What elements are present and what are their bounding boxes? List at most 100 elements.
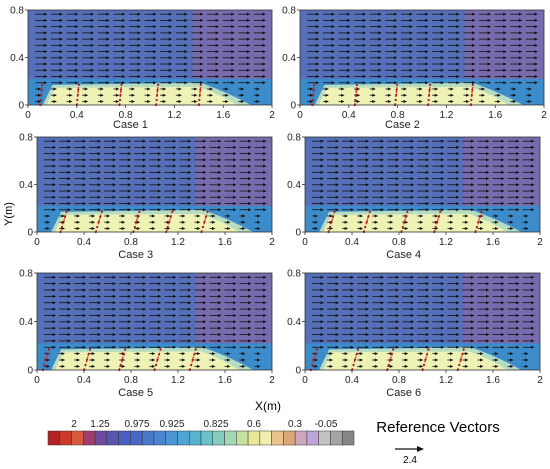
- velocity-vector-head: [362, 37, 367, 41]
- velocity-vector-head: [501, 345, 505, 349]
- velocity-vector-head: [395, 139, 400, 143]
- velocity-vector-head: [97, 333, 102, 337]
- velocity-vector-head: [75, 31, 79, 35]
- velocity-vector-head: [67, 282, 72, 286]
- velocity-vector-head: [217, 183, 222, 187]
- velocity-vector-head: [471, 25, 476, 29]
- velocity-vector-head: [153, 68, 157, 72]
- velocity-vector-head: [365, 202, 370, 205]
- velocity-vector-head: [487, 25, 492, 29]
- vegetation-stem: [354, 84, 358, 106]
- velocity-vector-head: [485, 152, 490, 156]
- velocity-vector-head: [172, 177, 177, 181]
- velocity-vector-head: [380, 282, 385, 286]
- velocity-vector-head: [187, 326, 192, 330]
- velocity-vector-head: [187, 152, 192, 156]
- y-tick-label: 0.4: [287, 317, 301, 328]
- velocity-vector-head: [248, 195, 252, 199]
- velocity-vector-head: [315, 68, 320, 72]
- velocity-vector-head: [434, 214, 439, 218]
- velocity-vector-head: [215, 62, 220, 66]
- vegetation-stem-dot: [133, 225, 136, 229]
- velocity-vector-head: [147, 99, 151, 103]
- velocity-vector-head: [53, 87, 57, 91]
- velocity-vector-head: [157, 339, 162, 343]
- velocity-vector-head: [485, 294, 490, 298]
- velocity-vector-head: [137, 31, 142, 35]
- velocity-vector-head: [100, 99, 104, 103]
- velocity-vector-head: [425, 208, 430, 212]
- velocity-vector-head: [90, 56, 95, 60]
- velocity-vector-head: [393, 56, 398, 60]
- velocity-vector-head: [97, 288, 102, 292]
- velocity-vector-head: [246, 31, 251, 35]
- velocity-vector-head: [320, 345, 325, 349]
- velocity-vector-head: [142, 164, 147, 168]
- velocity-vector-head: [187, 320, 192, 324]
- velocity-vector-head: [350, 158, 355, 162]
- velocity-vector-head: [395, 195, 400, 199]
- y-tick-label: 0: [18, 101, 24, 112]
- velocity-vector-head: [97, 320, 102, 324]
- vegetation-stem-dot: [99, 215, 102, 218]
- velocity-vector-head: [52, 202, 57, 205]
- velocity-vector-head: [137, 50, 142, 54]
- velocity-vector-head: [202, 139, 207, 143]
- velocity-vector-head: [187, 195, 192, 199]
- velocity-vector-head: [501, 183, 505, 187]
- velocity-vector-head: [503, 56, 507, 60]
- velocity-vector-head: [531, 333, 535, 337]
- velocity-vector-head: [470, 158, 475, 162]
- velocity-vector-head: [350, 275, 355, 279]
- velocity-vector-head: [315, 12, 320, 16]
- velocity-vector-head: [137, 81, 142, 85]
- velocity-vector-head: [485, 288, 490, 292]
- velocity-vector-head: [425, 275, 430, 279]
- vegetation-stem-dot: [355, 83, 358, 86]
- vegetation-stem-dot: [155, 98, 158, 102]
- velocity-vector-head: [525, 220, 529, 224]
- velocity-vector-head: [531, 339, 535, 343]
- velocity-vector-head: [485, 313, 490, 317]
- velocity-vector-head: [450, 93, 454, 97]
- velocity-vector-head: [455, 195, 460, 199]
- velocity-vector-head: [67, 170, 72, 174]
- velocity-vector-head: [380, 152, 385, 156]
- velocity-vector-head: [531, 275, 535, 279]
- velocity-vector-head: [512, 99, 517, 103]
- vegetation-stem: [155, 84, 159, 106]
- velocity-vector-head: [485, 189, 490, 193]
- velocity-vector-head: [516, 189, 520, 193]
- velocity-vector-head: [121, 37, 126, 41]
- velocity-vector-head: [127, 183, 132, 187]
- vegetation-stem-dot: [201, 225, 205, 229]
- velocity-vector-head: [374, 364, 379, 368]
- velocity-vector-head: [202, 282, 207, 286]
- velocity-vector-head: [395, 145, 400, 149]
- velocity-vector-head: [157, 345, 162, 349]
- velocity-vector-head: [257, 226, 261, 230]
- velocity-vector-head: [516, 288, 520, 292]
- velocity-vector-head: [329, 364, 334, 368]
- velocity-vector-head: [485, 320, 490, 324]
- velocity-vector-head: [131, 93, 136, 97]
- velocity-vector-head: [248, 320, 252, 324]
- velocity-vector-head: [380, 158, 385, 162]
- velocity-vector-head: [378, 81, 382, 85]
- x-tick-label: 1.6: [216, 110, 230, 121]
- velocity-vector-head: [97, 345, 102, 349]
- velocity-vector-head: [516, 145, 520, 149]
- velocity-vector-head: [470, 145, 475, 149]
- velocity-vector-head: [465, 93, 470, 97]
- velocity-vector-head: [157, 333, 162, 337]
- velocity-vector-head: [531, 294, 535, 298]
- velocity-vector-head: [172, 288, 177, 292]
- velocity-vector-head: [196, 364, 201, 368]
- velocity-vector-head: [485, 339, 490, 343]
- vegetation-stem: [394, 84, 398, 106]
- velocity-vector-head: [395, 307, 400, 311]
- velocity-vector-head: [121, 50, 126, 54]
- velocity-vector-head: [168, 62, 173, 66]
- velocity-vector-head: [501, 301, 505, 305]
